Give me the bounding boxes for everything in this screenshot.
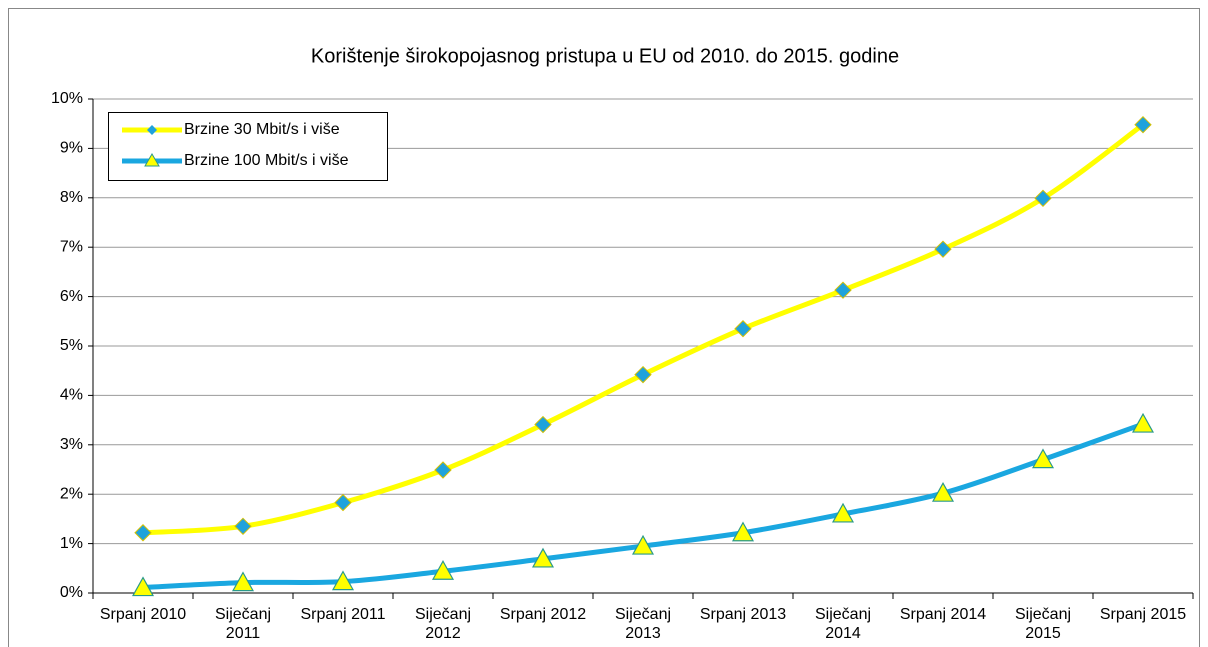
marker — [1031, 448, 1055, 469]
legend-label: Brzine 30 Mbit/s i više — [184, 121, 340, 138]
y-tick-label: 2% — [60, 485, 83, 502]
marker — [134, 524, 152, 542]
marker — [831, 502, 855, 523]
x-tick-label: Srpanj 2010 — [99, 606, 187, 623]
marker — [734, 320, 752, 338]
y-tick-label: 5% — [60, 337, 83, 354]
legend-label: Brzine 100 Mbit/s i više — [184, 152, 349, 169]
marker — [931, 481, 955, 502]
y-tick-label: 6% — [60, 288, 83, 305]
y-tick-label: 8% — [60, 189, 83, 206]
marker — [531, 547, 555, 568]
x-tick-label: Srpanj 2014 — [899, 606, 987, 623]
y-tick-label: 4% — [60, 387, 83, 404]
x-tick-label: Siječanj 2012 — [414, 606, 472, 642]
series-line — [142, 421, 1144, 591]
chart-border — [8, 8, 1200, 647]
marker — [431, 560, 455, 580]
marker — [1131, 412, 1155, 433]
marker — [534, 415, 552, 434]
marker — [434, 461, 452, 479]
legend-marker — [147, 125, 157, 135]
y-tick-label: 1% — [60, 535, 83, 552]
marker — [634, 365, 652, 384]
marker — [331, 570, 355, 591]
x-tick-label: Srpanj 2013 — [699, 606, 787, 623]
x-tick-label: Siječanj 2011 — [214, 606, 272, 642]
marker — [234, 517, 252, 536]
y-tick-label: 0% — [60, 584, 83, 601]
y-tick-label: 10% — [51, 90, 83, 107]
y-tick-label: 3% — [60, 436, 83, 453]
y-tick-label: 9% — [60, 140, 83, 157]
series-line — [142, 122, 1145, 536]
x-tick-label: Srpanj 2015 — [1099, 606, 1187, 623]
chart-title: Korištenje širokopojasnog pristupa u EU … — [311, 45, 899, 67]
marker — [934, 240, 952, 258]
marker — [631, 534, 655, 555]
x-tick-label: Srpanj 2011 — [300, 606, 386, 623]
x-tick-label: Siječanj 2014 — [814, 606, 872, 642]
x-tick-label: Siječanj 2015 — [1014, 606, 1072, 642]
x-tick-label: Siječanj 2013 — [614, 606, 672, 642]
legend-box — [108, 112, 388, 181]
legend-marker — [144, 153, 160, 167]
marker — [731, 521, 755, 542]
marker — [1134, 115, 1152, 134]
marker — [834, 281, 852, 299]
x-tick-label: Srpanj 2012 — [499, 606, 587, 623]
y-tick-label: 7% — [60, 238, 83, 255]
marker — [231, 571, 255, 592]
marker — [1034, 189, 1052, 208]
marker — [334, 493, 352, 512]
marker — [131, 576, 155, 597]
